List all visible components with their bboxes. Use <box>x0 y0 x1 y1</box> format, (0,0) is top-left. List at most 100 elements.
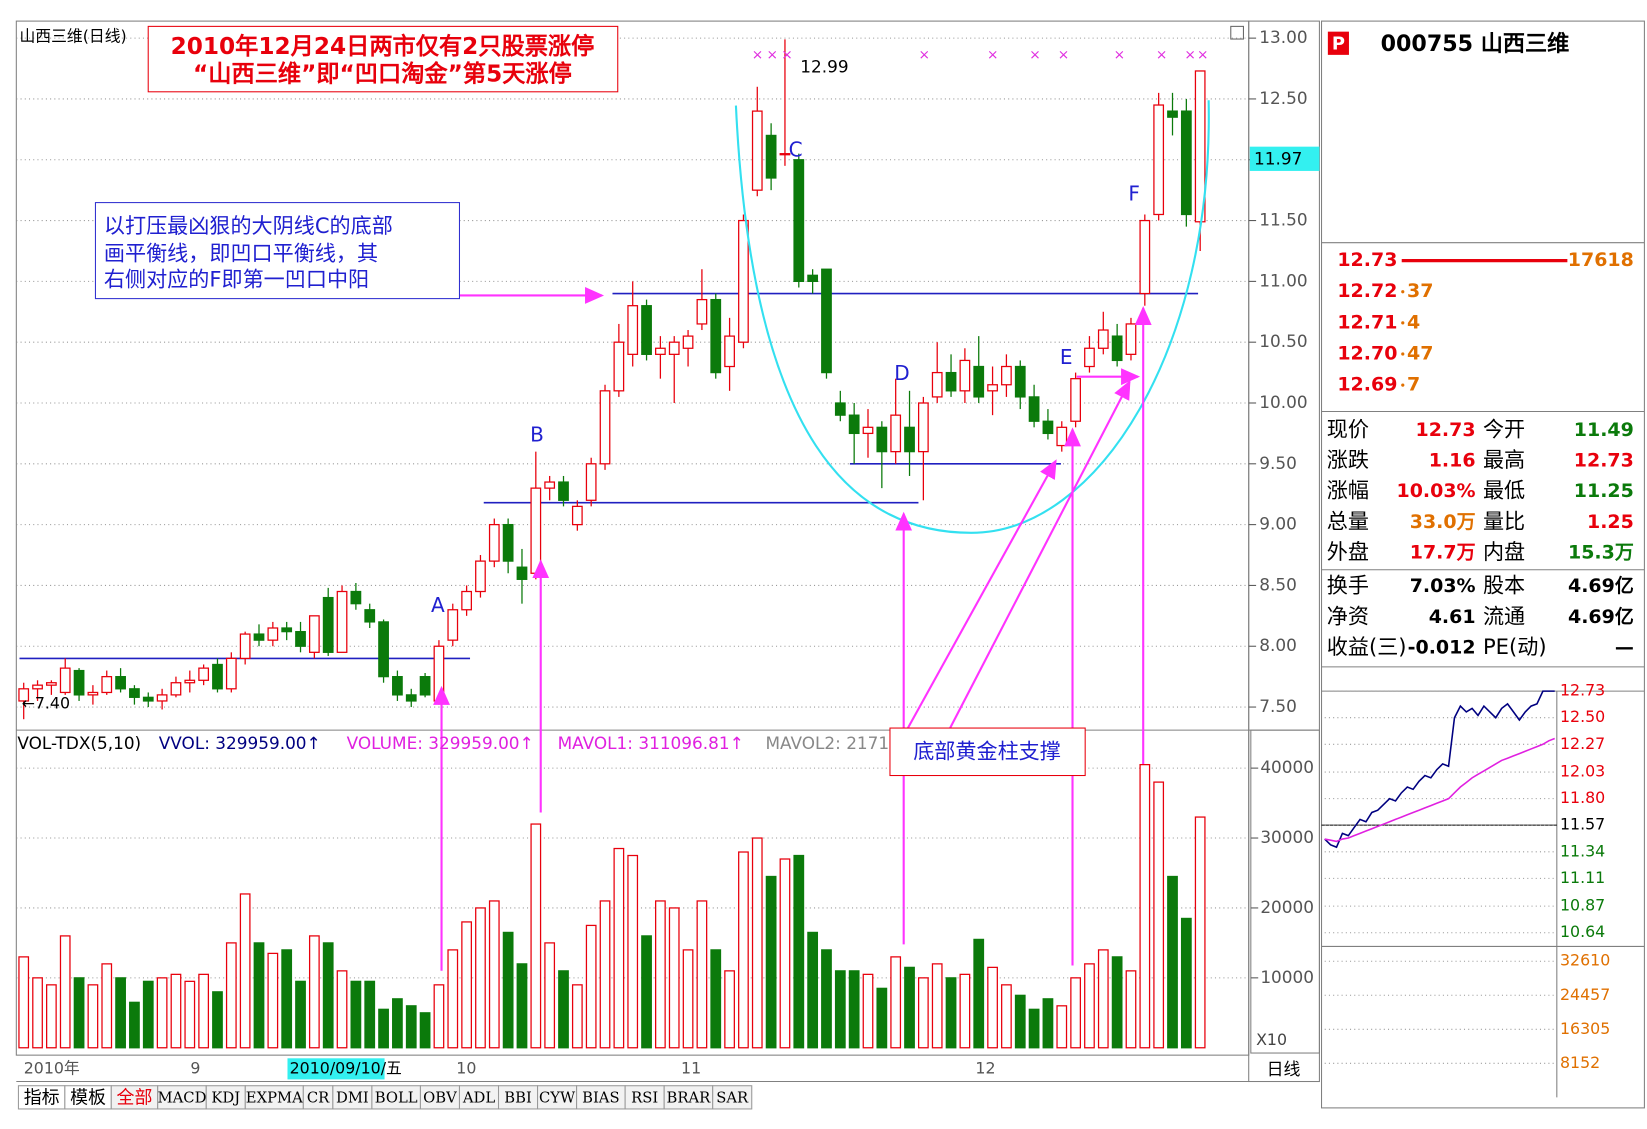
volume-bar <box>987 966 998 1049</box>
candle-body <box>1153 104 1165 216</box>
volume-bar <box>945 977 957 1049</box>
candle-body <box>973 365 985 398</box>
candle-body <box>1014 365 1026 398</box>
volume-bar <box>862 973 874 1049</box>
volume-bar <box>931 963 943 1049</box>
volume-bar <box>198 973 210 1049</box>
candle-body <box>655 347 666 355</box>
tab-label[interactable]: BBI <box>504 1089 532 1106</box>
volume-bar <box>87 984 99 1049</box>
candle-body <box>793 159 805 283</box>
candle-body <box>834 402 846 416</box>
volume-bar <box>904 966 915 1049</box>
tab-label[interactable]: KDJ <box>211 1089 240 1106</box>
candle-body <box>253 633 265 641</box>
volume-bar <box>710 949 722 1049</box>
volume-bar <box>419 1012 431 1049</box>
book-vol: 4 <box>1407 311 1420 333</box>
volume-bar <box>225 942 237 1049</box>
y-tick-label: 12.27 <box>1560 734 1605 753</box>
stat-value: -0.012 <box>1408 636 1476 658</box>
volume-bar <box>1014 994 1026 1049</box>
volume-header: VOL-TDX(5,10) VVOL: 329959.00↑ VOLUME: 3… <box>17 733 889 753</box>
tab-label[interactable]: MACD <box>158 1089 207 1106</box>
tab-label[interactable]: BIAS <box>582 1089 619 1106</box>
volume-bar <box>834 970 846 1049</box>
book-price: 12.71 <box>1337 311 1397 333</box>
arrow <box>906 459 1057 729</box>
date-label: 11 <box>681 1058 701 1077</box>
volume-scale: X10 <box>1256 1030 1287 1049</box>
book-vol: 7 <box>1407 374 1420 396</box>
stat-label: PE(动) <box>1483 634 1547 659</box>
volume-bar <box>129 1001 140 1049</box>
volume-bar <box>336 970 348 1049</box>
stat-label: 总量 <box>1327 508 1369 533</box>
candle-body <box>931 371 943 398</box>
tab-label[interactable]: BRAR <box>667 1089 712 1106</box>
tab-label[interactable]: 指标 <box>24 1087 60 1108</box>
quote-frame <box>1320 20 1645 1109</box>
volume-bar <box>682 949 694 1049</box>
tab[interactable] <box>712 1085 753 1110</box>
volume-bar <box>890 956 902 1049</box>
volume-bar <box>253 942 265 1049</box>
candle-body <box>18 688 30 702</box>
volume-bar <box>1194 816 1206 1049</box>
note-box <box>94 202 461 300</box>
tab-label[interactable]: BOLL <box>375 1089 418 1106</box>
volume-bar <box>447 949 459 1049</box>
volume-bar <box>170 973 182 1049</box>
stat-value: 4.69亿 <box>1568 605 1634 628</box>
volume-bar <box>599 900 611 1049</box>
y-tick-label: 10.50 <box>1259 331 1307 351</box>
volume-bar <box>405 1005 417 1049</box>
y-tick-label: 20000 <box>1260 897 1314 917</box>
stat-label: 最高 <box>1483 447 1525 472</box>
tab-label[interactable]: 全部 <box>117 1087 153 1108</box>
volume-bar <box>59 935 71 1049</box>
candle-body <box>558 481 569 501</box>
vol-label: VOL-TDX(5,10) <box>17 733 141 753</box>
volume-bar <box>1111 956 1123 1049</box>
candle-body <box>295 631 306 647</box>
stat-value: 7.03% <box>1410 575 1476 597</box>
window-button[interactable] <box>1230 25 1244 40</box>
volume-bar <box>1139 763 1151 1049</box>
book-dot <box>1401 290 1405 294</box>
stat-label: 今开 <box>1483 416 1525 441</box>
candle-body <box>170 682 182 696</box>
volume-bar <box>73 977 85 1049</box>
vol-label: MAVOL1: 311096.81↑ <box>558 733 744 753</box>
volume-bar <box>613 847 625 1049</box>
title-line: “山西三维”即“凹口淘金”第5天涨停 <box>193 60 572 87</box>
tab-label[interactable]: ADL <box>462 1089 496 1106</box>
volume-bar <box>378 1008 389 1049</box>
candle-body <box>724 335 735 368</box>
candle-body <box>1070 378 1081 422</box>
book-price: 12.69 <box>1337 374 1397 396</box>
volume-bar <box>696 900 708 1049</box>
tab-label[interactable]: CR <box>307 1089 330 1106</box>
tab-label[interactable]: 模板 <box>70 1087 106 1108</box>
candle-body <box>571 505 583 526</box>
tab-label[interactable]: SAR <box>716 1089 749 1106</box>
support-label: 底部黄金柱支撑 <box>913 738 1061 763</box>
tab-label[interactable]: CYW <box>539 1089 576 1106</box>
volume-bar <box>433 984 445 1049</box>
stat-label: 流通 <box>1483 603 1525 628</box>
candle-body <box>1056 426 1068 447</box>
note-line: 画平衡线，即凹口平衡线，其 <box>104 240 378 265</box>
candle-body <box>530 487 542 574</box>
candle-body <box>419 676 431 696</box>
tab-label[interactable]: EXPMA <box>246 1089 303 1106</box>
volume-bar <box>115 977 126 1049</box>
y-tick-label: 8.50 <box>1259 574 1297 594</box>
tab-label[interactable]: OBV <box>423 1089 457 1106</box>
tab-label[interactable]: DMI <box>336 1089 369 1106</box>
tab-label[interactable]: RSI <box>631 1089 658 1106</box>
candle-body <box>599 390 611 465</box>
candle-body <box>1084 347 1095 368</box>
y-tick-label: 12.50 <box>1259 88 1307 108</box>
